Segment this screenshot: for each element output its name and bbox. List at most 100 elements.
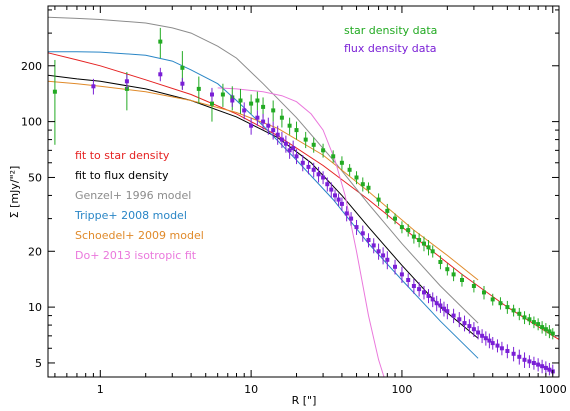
data-point — [451, 272, 456, 277]
data-point — [196, 86, 201, 91]
data-point — [275, 132, 280, 137]
data-point — [467, 324, 472, 329]
data-point — [287, 123, 292, 128]
data-point — [490, 341, 495, 346]
series-line-4 — [47, 16, 479, 324]
data-point — [339, 160, 344, 165]
data-point — [180, 65, 185, 70]
data-point — [311, 142, 316, 147]
data-point — [517, 311, 522, 316]
data-point — [381, 253, 386, 258]
data-point — [333, 193, 337, 198]
data-point — [91, 84, 96, 89]
y-tick-label: 20 — [28, 245, 42, 258]
data-point — [476, 330, 481, 335]
data-point — [438, 303, 443, 308]
data-point — [499, 346, 504, 351]
x-tick-label: 100 — [391, 383, 412, 396]
x-tick-label: 10 — [244, 383, 258, 396]
data-point — [306, 164, 311, 169]
data-point — [536, 362, 541, 367]
data-point — [543, 327, 548, 332]
data-point — [487, 338, 492, 343]
legend-fit-flux: fit to flux density — [75, 169, 169, 182]
data-point — [442, 306, 446, 311]
data-point — [527, 317, 532, 322]
data-point — [210, 101, 214, 106]
data-point — [220, 92, 225, 97]
data-point — [393, 264, 397, 269]
data-point — [230, 98, 235, 103]
data-point — [438, 260, 443, 264]
data-point — [411, 234, 416, 239]
series-line-5 — [48, 51, 479, 359]
data-point — [158, 72, 163, 77]
data-point — [52, 89, 57, 94]
data-point — [261, 119, 266, 124]
points-layer — [52, 27, 555, 376]
data-point — [547, 329, 552, 334]
data-point — [393, 216, 397, 221]
data-point — [511, 351, 516, 356]
data-point — [490, 297, 495, 302]
legend-genzel: Genzel+ 1996 model — [75, 189, 191, 202]
data-point — [283, 141, 288, 146]
data-point — [522, 315, 527, 320]
data-point — [336, 197, 341, 202]
data-point — [303, 137, 308, 142]
data-point — [331, 154, 336, 159]
data-point — [385, 257, 390, 262]
data-point — [399, 225, 404, 230]
data-point — [271, 108, 276, 113]
data-point — [347, 167, 352, 172]
data-point — [482, 290, 486, 295]
data-point — [371, 243, 376, 248]
data-point — [527, 359, 532, 364]
data-point — [417, 238, 422, 242]
data-point — [422, 241, 426, 246]
data-point — [495, 343, 500, 348]
legend-schoedel: Schoedel+ 2009 model — [75, 229, 204, 242]
data-point — [540, 364, 545, 369]
data-point — [242, 108, 247, 113]
data-point — [462, 321, 467, 326]
y-tick-label: 5 — [35, 357, 42, 370]
plot-frame — [47, 5, 560, 378]
x-axis-label: R ["] — [292, 394, 317, 407]
data-point — [294, 154, 299, 159]
data-point — [339, 201, 344, 206]
x-tick-label: 1 — [97, 383, 104, 396]
data-point — [279, 115, 284, 120]
data-point — [531, 320, 536, 325]
data-point — [249, 101, 254, 106]
data-point — [255, 115, 260, 120]
legend-do: Do+ 2013 isotropic fit — [75, 249, 197, 262]
data-point — [366, 238, 371, 242]
data-point — [426, 245, 431, 250]
data-point — [266, 123, 271, 128]
data-point — [360, 182, 365, 187]
data-point — [483, 336, 488, 341]
data-point — [550, 331, 555, 336]
data-point — [321, 175, 326, 180]
data-point — [417, 287, 422, 292]
data-point — [480, 333, 485, 338]
data-point — [291, 146, 296, 151]
data-point — [411, 284, 416, 288]
series-line-7 — [217, 87, 385, 378]
data-point — [536, 322, 541, 327]
data-point — [385, 208, 390, 213]
data-point — [406, 278, 411, 282]
y-axis-label: Σ [mJy/"²] — [8, 166, 21, 219]
data-point — [271, 128, 276, 133]
data-point — [294, 128, 299, 133]
data-point — [376, 249, 381, 254]
data-point — [445, 309, 450, 314]
data-point — [311, 167, 316, 172]
data-point — [426, 293, 431, 298]
data-point — [517, 354, 522, 359]
